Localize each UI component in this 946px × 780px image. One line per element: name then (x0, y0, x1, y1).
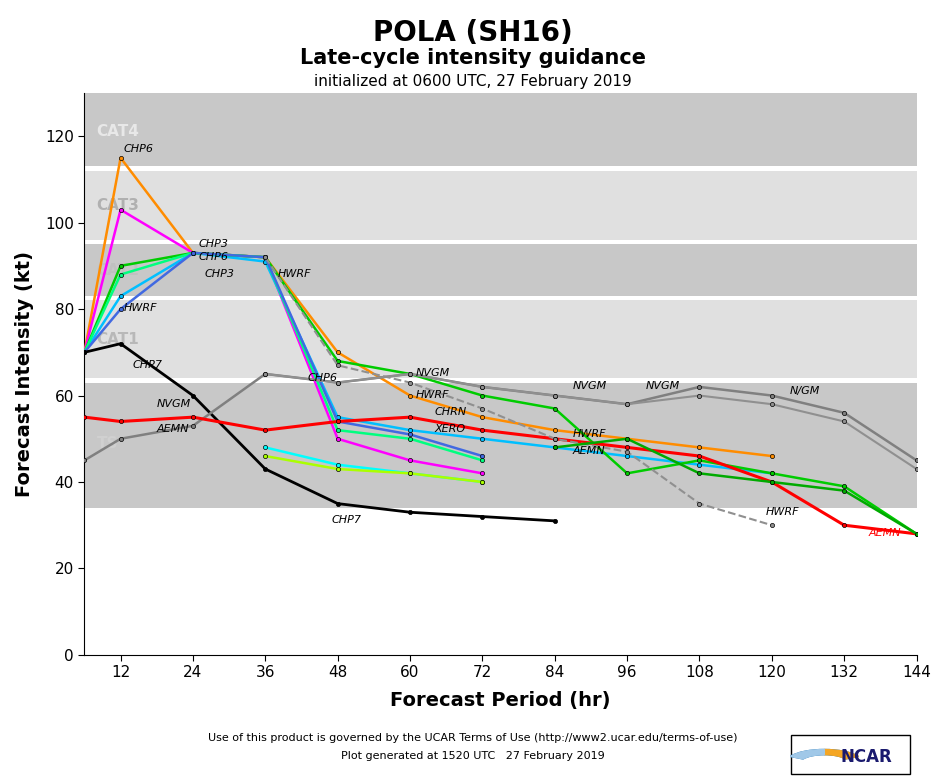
Text: CHP6: CHP6 (199, 252, 229, 261)
Text: NVGM: NVGM (573, 381, 607, 392)
Text: HWRF: HWRF (766, 506, 799, 516)
Text: CHRN: CHRN (434, 407, 466, 417)
Text: initialized at 0600 UTC, 27 February 2019: initialized at 0600 UTC, 27 February 201… (314, 74, 632, 89)
Text: NVGM: NVGM (416, 368, 450, 378)
Text: CAT1: CAT1 (96, 332, 139, 347)
X-axis label: Forecast Period (hr): Forecast Period (hr) (391, 691, 611, 711)
Text: TS: TS (96, 435, 118, 451)
Text: HWRF: HWRF (416, 390, 449, 400)
Bar (84, 93, 917, 166)
Text: CHP7: CHP7 (132, 360, 163, 370)
Text: CHP6: CHP6 (307, 373, 338, 382)
Text: AEMN: AEMN (573, 446, 605, 456)
Text: HWRF: HWRF (124, 303, 157, 314)
Wedge shape (790, 750, 858, 759)
Text: Late-cycle intensity guidance: Late-cycle intensity guidance (300, 48, 646, 69)
Text: NVGM: NVGM (157, 399, 191, 409)
Bar (84, 171, 917, 240)
Text: CAT2: CAT2 (96, 263, 139, 278)
Text: NCAR: NCAR (840, 748, 892, 766)
Text: CHP3: CHP3 (205, 269, 235, 279)
Text: Use of this product is governed by the UCAR Terms of Use (http://www2.ucar.edu/t: Use of this product is governed by the U… (208, 732, 738, 743)
Text: CHP3: CHP3 (199, 239, 229, 249)
Text: POLA (SH16): POLA (SH16) (373, 20, 573, 48)
Text: HWRF: HWRF (573, 429, 606, 439)
Wedge shape (790, 750, 824, 759)
Text: Plot generated at 1520 UTC   27 February 2019: Plot generated at 1520 UTC 27 February 2… (342, 751, 604, 761)
Text: CAT4: CAT4 (96, 124, 139, 140)
Text: AEMN: AEMN (868, 528, 901, 538)
Text: CAT3: CAT3 (96, 198, 139, 213)
Text: AEMN: AEMN (157, 424, 189, 434)
Text: XERO: XERO (434, 424, 465, 434)
Text: CHP7: CHP7 (332, 516, 361, 525)
Text: NVGM: NVGM (645, 381, 679, 392)
Wedge shape (824, 750, 858, 759)
Bar (84, 382, 917, 508)
Text: HWRF: HWRF (277, 269, 311, 279)
Bar (84, 244, 917, 296)
Y-axis label: Forecast Intensity (kt): Forecast Intensity (kt) (15, 251, 34, 497)
Text: CHP6: CHP6 (124, 144, 153, 154)
Text: N/GM: N/GM (790, 385, 820, 395)
Bar (84, 300, 917, 378)
